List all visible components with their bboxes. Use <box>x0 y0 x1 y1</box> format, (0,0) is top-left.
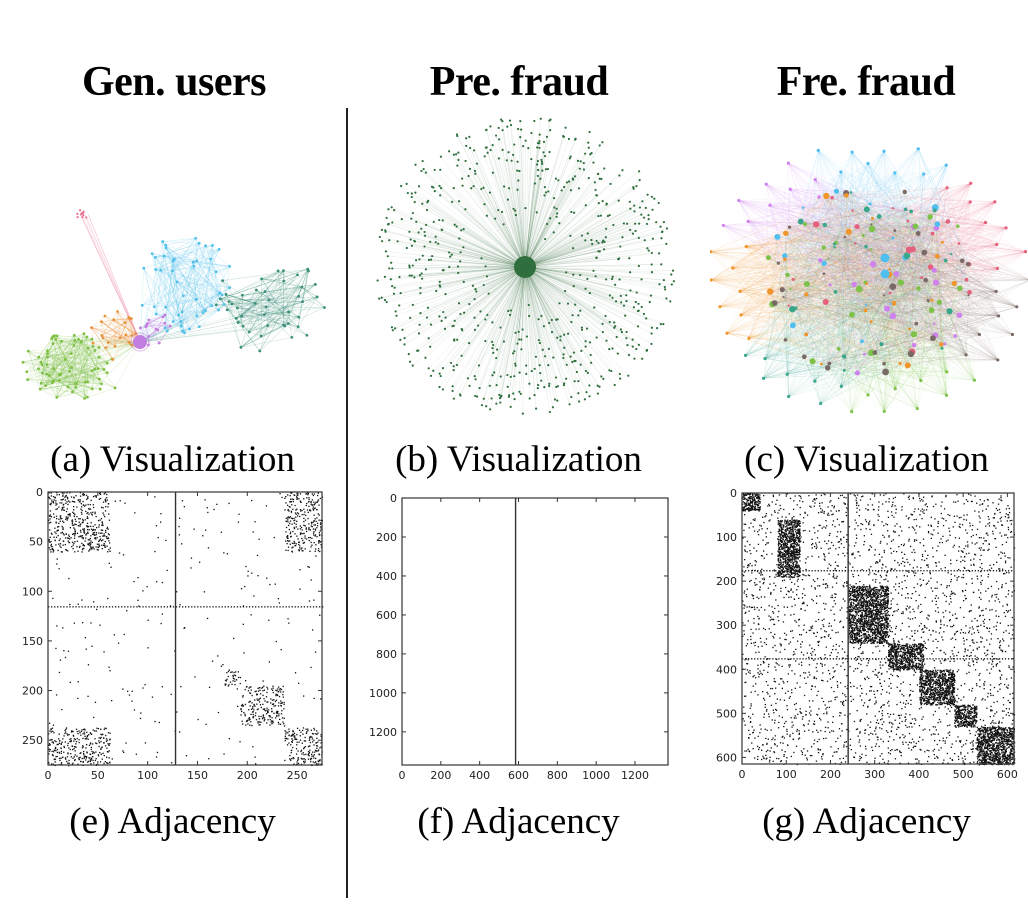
hub-node <box>880 269 890 279</box>
adjacency-plot-g: 0 100 200 300 400 500 600 0 100 200 300 400 500 600 <box>700 480 1028 780</box>
x-tick-label: 100 <box>137 769 158 780</box>
adjacency-plot-f: 0 200 400 600 800 1000 1200 0 200 400 600 800 1000 12… <box>355 480 685 780</box>
caption-c-visualization: (c) Visualization <box>744 439 989 480</box>
y-tick-label: 800 <box>376 648 397 661</box>
x-tick-label: 200 <box>820 768 841 780</box>
graph-edges <box>377 118 674 414</box>
y-tick-label: 1200 <box>369 726 397 739</box>
x-tick-label: 0 <box>739 768 746 780</box>
plot-frame <box>741 492 1015 765</box>
viz-gen-users <box>15 195 335 425</box>
graph-nodes <box>710 147 1028 414</box>
x-tick-label: 50 <box>91 769 105 780</box>
x-tick-label: 200 <box>430 769 451 780</box>
x-tick-label: 200 <box>237 769 258 780</box>
y-tick-label: 0 <box>36 486 43 499</box>
y-tick-label: 250 <box>22 734 43 747</box>
x-tick-label: 1000 <box>582 769 610 780</box>
y-tick-label: 200 <box>376 531 397 544</box>
x-tick-label: 150 <box>187 769 208 780</box>
y-tick-label: 300 <box>716 619 737 632</box>
y-tick-label: 50 <box>29 536 43 549</box>
heatmap-dots <box>48 492 324 767</box>
x-tick-label: 300 <box>864 768 885 780</box>
x-tick-label: 600 <box>997 768 1018 780</box>
y-tick-label: 500 <box>716 707 737 720</box>
y-tick-label: 600 <box>716 751 737 764</box>
column-divider <box>346 108 348 898</box>
x-tick-label: 250 <box>287 769 308 780</box>
graph-edges <box>22 214 325 399</box>
y-tick-label: 1000 <box>369 687 397 700</box>
y-tick-label: 200 <box>716 575 737 588</box>
hub-node <box>880 253 890 263</box>
caption-f-adjacency: (f) Adjacency <box>417 801 620 842</box>
x-tick-label: 600 <box>508 769 529 780</box>
caption-g-adjacency: (g) Adjacency <box>762 801 971 842</box>
y-tick-label: 100 <box>22 585 43 598</box>
adjacency-plot-e: 0 50 100 150 200 250 0 50 100 150 200 250 <box>0 480 340 780</box>
y-tick-label: 150 <box>22 635 43 648</box>
caption-a-visualization: (a) Visualization <box>50 439 295 480</box>
x-tick-label: 400 <box>908 768 929 780</box>
column-title-fre-fraud: Fre. fraud <box>776 59 956 105</box>
x-tick-label: 0 <box>45 769 52 780</box>
x-tick-label: 0 <box>399 769 406 780</box>
x-tick-label: 500 <box>953 768 974 780</box>
column-title-pre-fraud: Pre. fraud <box>429 59 609 105</box>
graph-nodes <box>376 117 676 415</box>
y-tick-label: 200 <box>22 685 43 698</box>
viz-fre-fraud <box>710 140 1028 425</box>
caption-b-visualization: (b) Visualization <box>395 439 642 480</box>
graph-nodes <box>21 209 326 400</box>
y-tick-label: 400 <box>376 570 397 583</box>
hub-node <box>514 256 536 278</box>
hub-node <box>133 335 147 349</box>
column-title-gen-users: Gen. users <box>82 59 267 105</box>
plot-frame <box>47 491 323 766</box>
x-tick-label: 1200 <box>621 769 649 780</box>
y-tick-label: 0 <box>730 487 737 500</box>
caption-e-adjacency: (e) Adjacency <box>69 801 276 842</box>
x-tick-label: 400 <box>469 769 490 780</box>
y-tick-label: 600 <box>376 609 397 622</box>
y-tick-label: 400 <box>716 663 737 676</box>
y-tick-label: 0 <box>390 492 397 505</box>
viz-pre-fraud <box>365 110 685 425</box>
x-tick-label: 800 <box>547 769 568 780</box>
graph-edges <box>710 148 1028 412</box>
x-tick-label: 100 <box>776 768 797 780</box>
heatmap-dots <box>742 493 1016 766</box>
plot-frame <box>401 497 669 766</box>
y-tick-label: 100 <box>716 531 737 544</box>
